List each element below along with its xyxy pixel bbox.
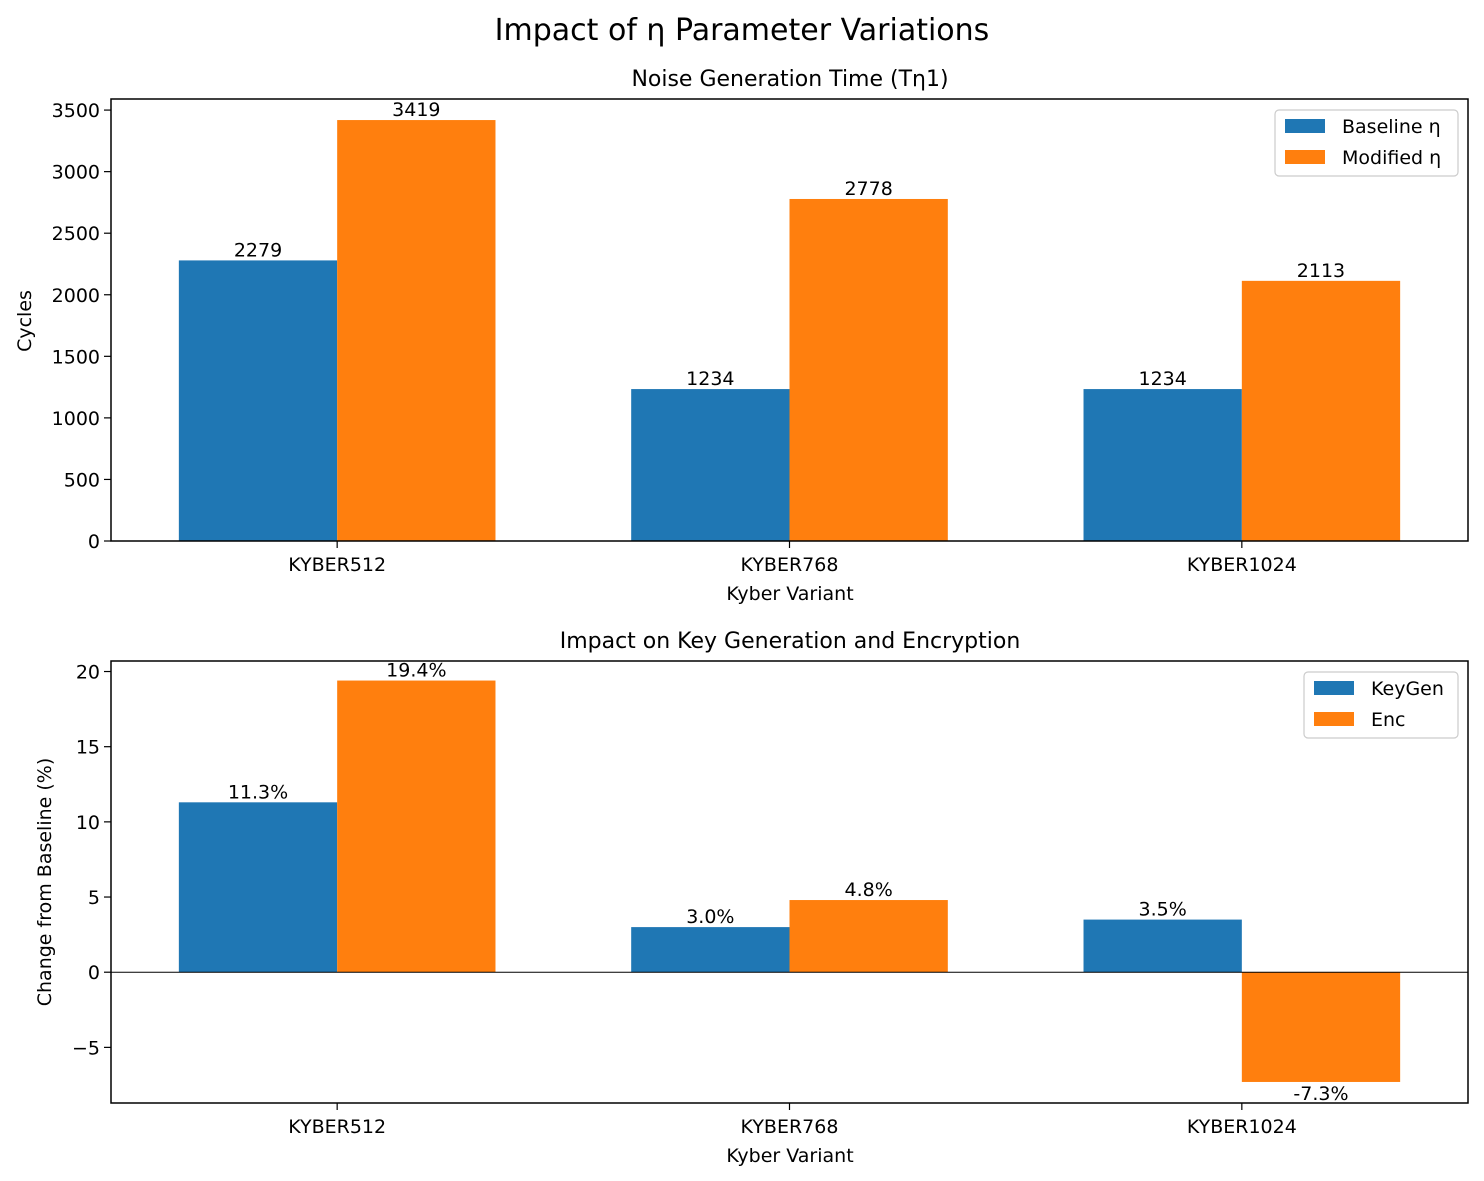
bar-value-label: 3.0% [686,906,734,928]
plot-area: −5 0 5 10 15 20 11.3% 3.0% 3.5% 19.4% 4.8% -7.3% KYB… [72,660,1469,1138]
chart-panel-top: Noise Generation Time (Tη1) Kyber Varian… [14,67,1469,605]
bar-value-label: 1234 [1138,368,1186,390]
y-tick-label: 0 [88,531,100,553]
legend-label: KeyGen [1371,678,1444,700]
bar-value-label: 4.8% [845,879,893,901]
x-tick-label: KYBER768 [741,554,839,576]
x-tick-label: KYBER768 [741,1116,839,1138]
bar [178,260,338,541]
y-tick-label: −5 [72,1037,100,1059]
bar-value-label: 2279 [234,239,282,261]
bar-value-label: -7.3% [1293,1083,1348,1105]
y-tick-label: 2000 [52,285,100,307]
y-tick-label: 0 [88,962,100,984]
bar-value-label: 1234 [686,368,734,390]
bar [789,198,948,541]
bar-value-label: 2113 [1297,260,1345,282]
bar [1083,919,1242,973]
legend-swatch [1285,119,1325,133]
y-axis-label: Change from Baseline (%) [34,758,56,1007]
chart-panel-bottom: Impact on Key Generation and Encryption … [34,629,1469,1167]
x-tick-label: KYBER512 [288,554,386,576]
bar [337,120,496,542]
bar-value-label: 3.5% [1139,899,1187,921]
x-tick-label: KYBER1024 [1187,554,1297,576]
legend: Baseline η Modified η [1274,109,1459,177]
legend-swatch [1314,712,1354,726]
legend-label: Enc [1371,709,1406,731]
bar [1241,972,1401,1082]
bar-value-label: 2778 [844,178,892,200]
legend: KeyGen Enc [1303,671,1459,739]
figure-suptitle: Impact of η Parameter Variations [495,13,990,48]
bar [631,389,790,541]
y-tick-label: 15 [76,737,100,759]
y-tick-label: 3500 [52,100,100,122]
legend-label: Baseline η [1342,116,1441,138]
x-tick-label: KYBER512 [288,1116,386,1138]
axes-frame [110,98,1469,542]
axes-frame [110,660,1469,1104]
y-tick-label: 20 [76,662,100,684]
x-axis-label: Kyber Variant [726,583,853,605]
x-tick-label: KYBER1024 [1187,1116,1297,1138]
chart-title: Noise Generation Time (Tη1) [631,67,948,92]
y-tick-label: 10 [76,812,100,834]
chart-title: Impact on Key Generation and Encryption [560,629,1021,654]
x-axis-label: Kyber Variant [726,1145,853,1167]
bar [1083,389,1242,541]
y-tick-label: 1500 [52,346,100,368]
y-tick-label: 2500 [52,223,100,245]
bar [337,680,496,973]
bar-value-label: 11.3% [228,781,288,803]
bar [789,900,948,973]
legend-swatch [1285,150,1325,164]
y-axis-label: Cycles [14,290,36,352]
y-tick-label: 1000 [52,408,100,430]
bar-value-label: 3419 [392,99,440,121]
legend-label: Modified η [1342,147,1441,169]
plot-area: 0 500 1000 1500 2000 2500 3000 3500 2279 1234 1234… [52,98,1469,576]
y-tick-label: 5 [88,887,100,909]
bar [1241,280,1401,541]
y-tick-label: 500 [64,469,100,491]
bar [631,927,790,973]
y-tick-label: 3000 [52,162,100,184]
legend-swatch [1314,681,1354,695]
bar [178,802,338,973]
bar-value-label: 19.4% [386,660,446,682]
